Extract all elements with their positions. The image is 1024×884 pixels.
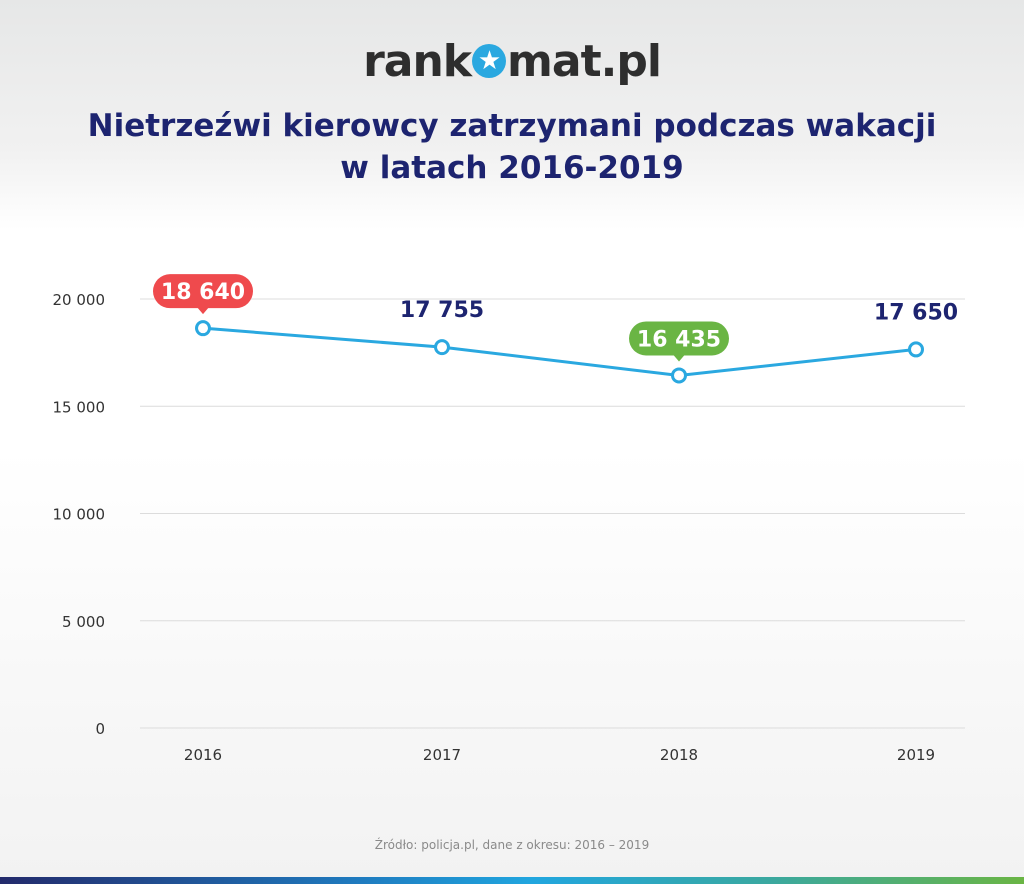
y-tick-label: 0 <box>95 720 105 738</box>
title-line: w latach 2016-2019 <box>340 150 684 186</box>
logo-text: mat.pl <box>507 36 662 87</box>
gradient-bar <box>0 877 1024 884</box>
title-line: Nietrzeźwi kierowcy zatrzymani podczas w… <box>87 108 937 144</box>
data-label-badge <box>629 321 729 356</box>
y-tick-label: 5 000 <box>62 613 105 631</box>
data-label: 17 755 <box>400 298 484 323</box>
data-label: 17 650 <box>874 300 958 325</box>
data-label-pointer <box>673 354 685 362</box>
series-line <box>202 326 917 377</box>
data-label: 18 640 <box>161 280 245 305</box>
logo: rank ★ mat.pl <box>0 36 1024 87</box>
data-point <box>671 367 687 384</box>
data-label-pointer <box>197 307 209 315</box>
y-tick-label: 15 000 <box>53 398 106 416</box>
data-label: 16 435 <box>637 327 721 352</box>
chart-title: Nietrzeźwi kierowcy zatrzymani podczas w… <box>0 105 1024 189</box>
x-tick-label: 2018 <box>660 746 698 764</box>
y-tick-label: 20 000 <box>53 291 106 309</box>
x-tick-label: 2017 <box>423 746 461 764</box>
x-tick-label: 2016 <box>184 746 222 764</box>
y-tick-label: 10 000 <box>53 506 106 524</box>
logo-text: rank <box>363 36 472 87</box>
data-point <box>434 339 450 356</box>
data-label-badge <box>153 274 253 309</box>
x-tick-label: 2019 <box>897 746 935 764</box>
data-point <box>195 320 211 337</box>
source-note: Źródło: policja.pl, dane z okresu: 2016 … <box>374 838 650 852</box>
star-icon: ★ <box>472 44 507 78</box>
data-point <box>908 341 924 358</box>
